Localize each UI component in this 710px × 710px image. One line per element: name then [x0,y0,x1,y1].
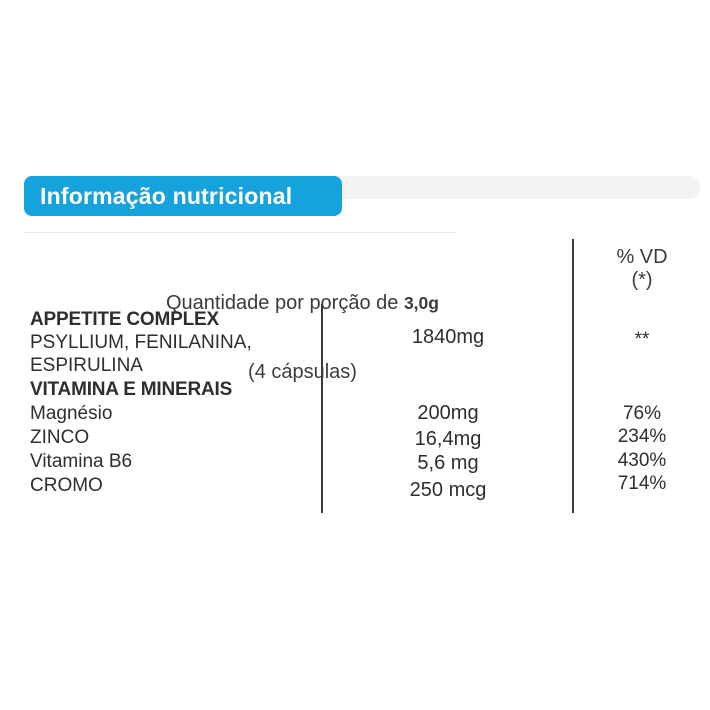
nutrition-info-badge: Informação nutricional [24,176,342,216]
quantity-header-prefix: Quantidade por porção de [166,292,404,314]
row-dv-zinco: 234% [617,426,667,447]
faint-divider-line [25,232,455,233]
row-amount-cromo: 250 mcg [409,479,487,501]
row-dv-magnesio: 76% [622,403,662,424]
dv-header-line2: (*) [631,269,653,291]
row-amount-vitamina-b6: 5,6 mg [417,452,479,474]
quantity-header-line2: (4 cápsulas) [248,361,357,383]
dv-header-line1: % VD [616,246,668,268]
row-name-cromo: CROMO [30,475,103,496]
column-divider-left [321,304,323,513]
ingredient-line-1: PSYLLIUM, FENILANINA, [30,332,252,353]
quantity-header-amount: 3,0g [403,293,439,313]
row-name-zinco: ZINCO [30,427,90,448]
row-dv-appetite-complex: ** [634,329,650,350]
row-amount-appetite-complex: 1840mg [411,326,485,348]
row-dv-cromo: 714% [617,473,667,494]
quantity-header-line1: Quantidade por porção de 3,0g [40,292,565,315]
row-amount-zinco: 16,4mg [414,428,482,450]
row-dv-vitamina-b6: 430% [617,450,667,471]
daily-value-column-header: % VD (*) [576,246,708,292]
column-divider-right [572,239,574,513]
section-title-appetite-complex: APPETITE COMPLEX [30,309,219,330]
row-name-magnesio: Magnésio [30,403,113,424]
quantity-column-header: Quantidade por porção de 3,0g (4 cápsula… [40,246,565,430]
ingredient-line-2: ESPIRULINA [30,355,143,376]
badge-label: Informação nutricional [40,182,293,209]
section-title-vitaminas-minerais: VITAMINA E MINERAIS [30,379,233,400]
row-name-vitamina-b6: Vitamina B6 [30,451,133,472]
row-amount-magnesio: 200mg [417,402,479,424]
